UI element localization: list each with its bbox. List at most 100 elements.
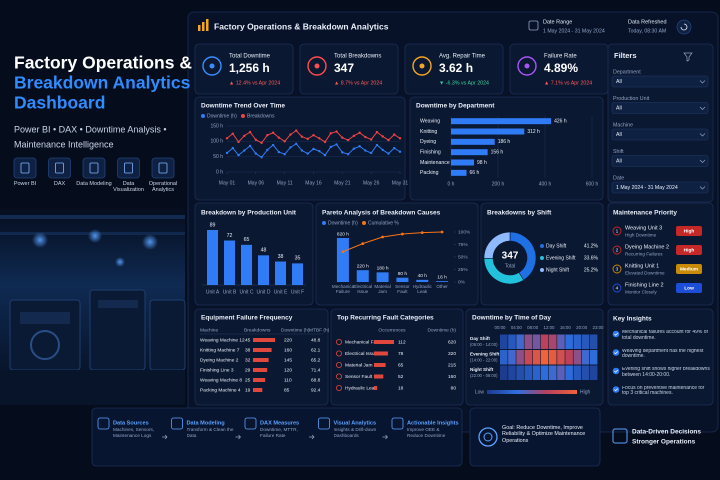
bar bbox=[416, 279, 429, 282]
pipeline-title: Data Sources bbox=[113, 420, 149, 426]
x-tick-label: 16:00 bbox=[560, 325, 572, 330]
tool-glyph bbox=[20, 162, 30, 174]
bar bbox=[224, 240, 235, 285]
pipeline-detail-box: Downtime, MTTR, Failure Rate bbox=[260, 427, 298, 438]
category-label: Unit E bbox=[274, 289, 288, 295]
priority-name: Knitting Unit 1 bbox=[625, 263, 659, 269]
series-point bbox=[398, 150, 402, 153]
heat-cell bbox=[540, 334, 549, 349]
cumulative-point bbox=[341, 250, 345, 254]
heat-cell bbox=[557, 334, 565, 349]
cell-breakdowns: 32 bbox=[245, 357, 251, 363]
cell-machine: Weaving Machine 8 bbox=[200, 377, 242, 383]
fault-occurrences: 18 bbox=[398, 385, 404, 391]
pipeline-detail: Downtime, MTTR, Failure Rate bbox=[260, 427, 298, 438]
row-detail: (06:00 - 14:00) bbox=[470, 342, 498, 347]
bar bbox=[451, 138, 495, 145]
kpi-icon bbox=[517, 56, 537, 76]
series-point bbox=[329, 132, 332, 135]
legend-label: Breakdowns bbox=[247, 113, 275, 119]
row-label: Day Shift bbox=[470, 336, 490, 341]
series-point bbox=[225, 137, 229, 140]
series-point bbox=[283, 153, 286, 156]
dashboard-title: Factory Operations & Breakdown Analytics bbox=[214, 21, 389, 31]
donut-total-label: Total bbox=[505, 263, 516, 269]
series-point bbox=[260, 156, 263, 159]
category-label: Unit F bbox=[291, 289, 304, 295]
cumulative-line bbox=[342, 231, 443, 253]
panel-title: Maintenance Priority bbox=[613, 210, 677, 217]
tool-label-box: Data Modeling bbox=[76, 181, 111, 187]
bar bbox=[376, 272, 389, 282]
filter-value: 1 May 2024 - 31 May 2024 bbox=[616, 185, 678, 191]
fault-occurrences: 52 bbox=[398, 374, 404, 380]
fault-downtime: 80 bbox=[451, 385, 457, 391]
cell-downtime: 110 bbox=[284, 377, 292, 383]
closing-text: Data-Driven Decisions bbox=[632, 429, 701, 436]
cell-mtbf: 68.8 bbox=[311, 377, 321, 383]
series-point bbox=[295, 142, 298, 145]
x-tick-label: May 26 bbox=[363, 180, 380, 186]
calendar-icon bbox=[528, 20, 539, 31]
series-point bbox=[300, 149, 304, 152]
category-label: Unit B bbox=[223, 289, 237, 295]
logo bbox=[198, 19, 209, 31]
fault-downtime: 215 bbox=[448, 362, 456, 368]
cell-breakdowns: 38 bbox=[245, 347, 251, 353]
series-point bbox=[283, 140, 286, 143]
value-label: 89 bbox=[210, 222, 216, 228]
series-point bbox=[289, 133, 292, 136]
panel bbox=[480, 202, 604, 306]
kpi-change: ▼ -6.3% vs Apr 2024 bbox=[439, 80, 489, 86]
row-detail: (14:00 - 22:00) bbox=[470, 358, 498, 363]
rank-badge bbox=[612, 226, 622, 236]
filter-dropdown bbox=[611, 155, 709, 167]
tool-label: Operational Analytics bbox=[148, 181, 178, 194]
value-label: 16 h bbox=[437, 274, 447, 280]
heat-cell bbox=[508, 350, 516, 365]
series-point bbox=[346, 153, 350, 156]
pipeline-panel bbox=[91, 407, 463, 467]
series-point bbox=[254, 138, 258, 141]
filter-label: Shift bbox=[613, 149, 624, 155]
heat-cell bbox=[589, 334, 598, 349]
fault-occurrences: 78 bbox=[398, 351, 404, 357]
rank: 1 bbox=[616, 229, 619, 235]
x-tick-label: 04:00 bbox=[511, 325, 523, 330]
priority-level-badge bbox=[676, 245, 702, 255]
cell-mtbf: 71.4 bbox=[311, 367, 321, 373]
row-label: Night Shift bbox=[470, 367, 494, 372]
legend-label: Cumulative % bbox=[368, 220, 399, 226]
heat-cell bbox=[500, 334, 508, 349]
heat-cell bbox=[581, 350, 590, 365]
pipeline-icon bbox=[171, 417, 183, 430]
filter-label: Machine bbox=[613, 122, 633, 128]
panel bbox=[404, 43, 504, 95]
legend-label: Downtime (h) bbox=[328, 220, 358, 226]
tool-label: Power BI bbox=[13, 181, 37, 187]
cell-downtime: 160 bbox=[284, 347, 292, 353]
kpi-icon-dot bbox=[419, 63, 425, 69]
subtitle: Maintenance Intelligence bbox=[14, 139, 114, 149]
category-label-box: Electrical Issue bbox=[353, 284, 372, 294]
filter-dropdown bbox=[611, 75, 709, 88]
filter-value: All bbox=[616, 132, 622, 138]
series-point bbox=[318, 137, 321, 140]
cumulative-point bbox=[440, 230, 444, 234]
pipeline-arrow bbox=[235, 434, 241, 440]
tool-label-box: Power BI bbox=[13, 181, 37, 187]
value-label: 186 h bbox=[498, 139, 511, 145]
x-tick-label: 00:00 bbox=[495, 325, 507, 330]
date-range-label: Date Range bbox=[543, 19, 572, 25]
breakdown-bar bbox=[253, 378, 266, 382]
heat-cell bbox=[524, 334, 533, 349]
heat-cell bbox=[557, 365, 565, 380]
series-point bbox=[277, 136, 281, 139]
tool-icon bbox=[82, 157, 106, 179]
category-label: Weaving bbox=[420, 119, 440, 125]
heat-cell bbox=[565, 334, 573, 349]
y-tick-label: 50 h bbox=[213, 154, 223, 160]
insight-text: Weaving department has the highest downt… bbox=[622, 348, 704, 360]
filter-dropdown bbox=[611, 128, 709, 141]
rank: 4 bbox=[616, 286, 619, 292]
